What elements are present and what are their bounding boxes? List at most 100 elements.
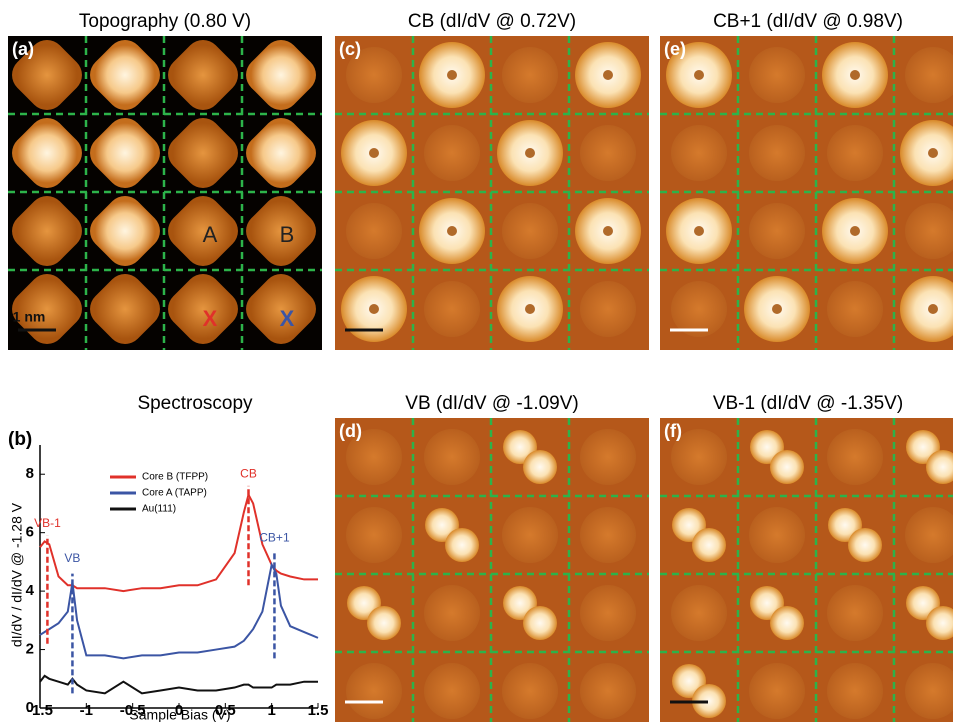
molecule-center — [850, 226, 860, 236]
y-tick-label: 8 — [26, 465, 34, 482]
x-axis-title: Sample Bias (V) — [129, 707, 230, 722]
molecule — [905, 507, 953, 563]
molecule-center — [928, 148, 938, 158]
molecule — [749, 125, 805, 181]
molecule — [580, 429, 636, 485]
annotation-label: VB-1 — [34, 516, 61, 530]
annotation: X — [203, 306, 218, 331]
molecule — [827, 281, 883, 337]
molecule — [749, 203, 805, 259]
molecule-center — [369, 148, 379, 158]
chart-title: Spectroscopy — [137, 393, 253, 414]
molecule — [749, 663, 805, 719]
molecule — [502, 203, 558, 259]
molecule — [770, 606, 804, 640]
molecule — [905, 47, 953, 103]
molecule — [502, 663, 558, 719]
x-tick-label: -0.5 — [120, 702, 146, 719]
molecule — [749, 507, 805, 563]
molecule — [346, 429, 402, 485]
molecule — [12, 40, 82, 110]
molecule — [827, 663, 883, 719]
molecule — [90, 274, 160, 344]
molecule — [502, 507, 558, 563]
molecule — [90, 118, 160, 188]
x-tick-label: 0.5 — [215, 702, 236, 719]
molecule — [580, 663, 636, 719]
molecule — [424, 663, 480, 719]
y-tick-label: 4 — [26, 582, 35, 599]
series-line — [39, 561, 319, 660]
molecule — [848, 528, 882, 562]
molecule-center — [850, 70, 860, 80]
molecule — [168, 118, 238, 188]
molecule — [827, 125, 883, 181]
molecule-center — [772, 304, 782, 314]
x-tick-label: 0 — [175, 702, 183, 719]
molecule-center — [369, 304, 379, 314]
y-axis-title: dI/dV / dI/dV @ -1.28 V — [9, 502, 25, 647]
annotation: A — [203, 222, 218, 247]
molecule — [671, 429, 727, 485]
molecule — [502, 47, 558, 103]
molecule — [671, 281, 727, 337]
molecule-center — [694, 226, 704, 236]
molecule — [168, 196, 238, 266]
panel-label: (e) — [664, 39, 686, 59]
molecule — [424, 585, 480, 641]
annotation-label: CB — [240, 466, 257, 480]
molecule — [523, 450, 557, 484]
x-tick-label: -1 — [80, 702, 93, 719]
series-line — [39, 674, 318, 695]
molecule-center — [928, 304, 938, 314]
molecule — [827, 429, 883, 485]
molecule — [246, 196, 316, 266]
panel-title: CB (dI/dV @ 0.72V) — [408, 11, 576, 32]
molecule — [12, 196, 82, 266]
molecule — [827, 585, 883, 641]
molecule — [90, 196, 160, 266]
molecule-center — [525, 304, 535, 314]
molecule — [749, 47, 805, 103]
panel-label: (a) — [12, 39, 34, 59]
molecule — [346, 47, 402, 103]
molecule — [692, 528, 726, 562]
y-tick-label: 2 — [26, 641, 34, 658]
legend-label: Au(111) — [142, 504, 176, 515]
molecule — [770, 450, 804, 484]
molecule — [346, 507, 402, 563]
scale-bar-label: 1 nm — [13, 309, 46, 325]
annotation: X — [280, 306, 295, 331]
y-tick-label: 0 — [26, 699, 34, 716]
panel-label: (f) — [664, 421, 682, 441]
molecule — [580, 507, 636, 563]
molecule — [367, 606, 401, 640]
molecule-center — [447, 70, 457, 80]
molecule — [90, 40, 160, 110]
x-tick-label: 1.5 — [308, 702, 329, 719]
y-tick-label: 6 — [26, 524, 34, 541]
molecule — [926, 450, 953, 484]
panel-title: CB+1 (dI/dV @ 0.98V) — [713, 11, 903, 32]
molecule — [926, 606, 953, 640]
molecule — [580, 585, 636, 641]
panel-title: VB-1 (dI/dV @ -1.35V) — [713, 393, 903, 414]
image-panel — [335, 36, 649, 350]
series-line — [39, 491, 318, 593]
legend-label: Core B (TFPP) — [142, 472, 208, 483]
molecule-center — [525, 148, 535, 158]
annotation: B — [280, 222, 295, 247]
molecule-center — [447, 226, 457, 236]
image-panel — [660, 36, 953, 350]
molecule — [12, 118, 82, 188]
annotation-label: VB — [64, 551, 80, 565]
molecule — [168, 40, 238, 110]
panel-label: (d) — [339, 421, 362, 441]
molecule — [671, 125, 727, 181]
molecule — [692, 684, 726, 718]
x-tick-label: 1 — [267, 702, 275, 719]
panel-label: (c) — [339, 39, 361, 59]
molecule — [580, 125, 636, 181]
molecule — [905, 203, 953, 259]
